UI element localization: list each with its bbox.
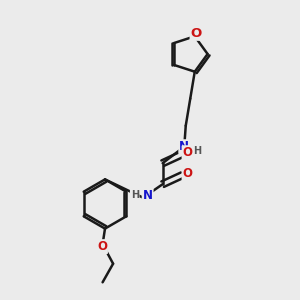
Text: N: N (142, 189, 153, 202)
Text: H: H (131, 190, 139, 200)
Text: O: O (182, 146, 193, 159)
Text: O: O (190, 27, 202, 40)
Text: O: O (182, 167, 193, 180)
Text: H: H (193, 146, 201, 156)
Text: N: N (179, 140, 189, 153)
Text: O: O (97, 240, 107, 253)
